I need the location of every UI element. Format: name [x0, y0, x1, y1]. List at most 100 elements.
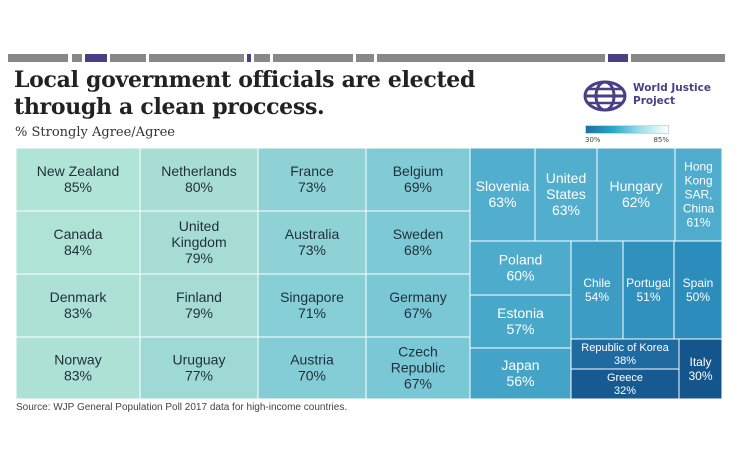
treemap-label-denmark: Denmark 83%: [50, 289, 108, 321]
treemap-rect-belgium: [365, 148, 471, 212]
treemap-label-slovenia: Slovenia 63%: [476, 178, 530, 210]
treemap-value-germany: 67%: [404, 305, 432, 321]
treemap-value-spain: 50%: [686, 290, 710, 304]
treemap-label-sweden: Sweden 68%: [393, 226, 444, 258]
logo-text: World Justice Project: [633, 82, 711, 107]
treemap-label-greece: Greece 32%: [607, 372, 643, 397]
treemap-label-czech-republic: Czech Republic 67%: [391, 343, 445, 391]
treemap-rect-greece: [570, 368, 680, 399]
treemap-value-canada: 84%: [64, 242, 92, 258]
treemap-label-italy: Italy 30%: [688, 355, 712, 383]
treemap-label-japan: Japan 56%: [501, 357, 539, 389]
treemap-value-united-states: 63%: [552, 202, 580, 218]
treemap-cell-canada: Canada 84%: [16, 210, 141, 275]
treemap-label-germany: Germany 67%: [389, 289, 447, 321]
treemap-value-austria: 70%: [298, 367, 326, 383]
treemap-label-austria: Austria 70%: [290, 351, 334, 383]
treemap-cell-belgium: Belgium 69%: [365, 148, 471, 212]
treemap-cell-hungary: Hungary 62%: [596, 148, 676, 242]
treemap-label-united-kingdom: United Kingdom 79%: [171, 218, 226, 266]
treemap-cell-france: France 73%: [257, 148, 367, 212]
treemap-label-uruguay: Uruguay 77%: [173, 351, 226, 383]
treemap-cell-new-zealand: New Zealand 85%: [16, 148, 141, 212]
treemap-value-czech-republic: 67%: [404, 375, 432, 391]
treemap-label-france: France 73%: [290, 163, 334, 195]
treemap-rect-austria: [257, 336, 367, 399]
treemap-value-singapore: 71%: [298, 305, 326, 321]
treemap-label-hungary: Hungary 62%: [610, 178, 663, 210]
treemap-cell-czech-republic: Czech Republic 67%: [365, 336, 471, 399]
treemap-value-france: 73%: [298, 179, 326, 195]
treemap-cell-portugal: Portugal 51%: [622, 240, 675, 340]
treemap-value-poland: 60%: [506, 267, 534, 283]
treemap-cell-singapore: Singapore 71%: [257, 273, 367, 338]
treemap-label-poland: Poland 60%: [499, 251, 543, 283]
treemap-value-hungary: 62%: [622, 194, 650, 210]
treemap-value-finland: 79%: [185, 305, 213, 321]
treemap-value-hong-kong-sar-china: 61%: [686, 215, 710, 229]
treemap-label-canada: Canada 84%: [53, 226, 102, 258]
treemap-cell-sweden: Sweden 68%: [365, 210, 471, 275]
treemap-rect-hong-kong-sar-china: [674, 148, 722, 242]
treemap-rect-sweden: [365, 210, 471, 275]
treemap-cell-uruguay: Uruguay 77%: [139, 336, 259, 399]
treemap-chart: New Zealand 85% Canada 84% Denmark 83% Norway 8…: [16, 148, 722, 399]
treemap-value-italy: 30%: [688, 369, 712, 383]
treemap-label-portugal: Portugal 51%: [626, 276, 671, 304]
treemap-cell-hong-kong-sar-china: Hong Kong SAR, China 61%: [674, 148, 722, 242]
treemap-value-denmark: 83%: [64, 305, 92, 321]
treemap-value-portugal: 51%: [636, 290, 660, 304]
treemap-rect-france: [257, 148, 367, 212]
chart-subtitle: % Strongly Agree/Agree: [15, 125, 175, 140]
wjp-logo: World Justice Project: [583, 80, 723, 112]
treemap-cell-norway: Norway 83%: [16, 336, 141, 399]
treemap-cell-greece: Greece 32%: [570, 368, 680, 399]
treemap-rect-singapore: [257, 273, 367, 338]
treemap-rect-czech-republic: [365, 336, 471, 399]
treemap-cell-republic-of-korea: Republic of Korea 38%: [570, 338, 680, 370]
treemap-value-chile: 54%: [585, 290, 609, 304]
treemap-rect-canada: [16, 210, 141, 275]
treemap-rect-japan: [469, 347, 572, 399]
treemap-label-netherlands: Netherlands 80%: [161, 163, 237, 195]
treemap-value-japan: 56%: [506, 373, 534, 389]
treemap-cell-japan: Japan 56%: [469, 347, 572, 399]
treemap-cell-austria: Austria 70%: [257, 336, 367, 399]
treemap-label-finland: Finland 79%: [176, 289, 222, 321]
treemap-label-hong-kong-sar-china: Hong Kong SAR, China 61%: [683, 159, 715, 229]
treemap-value-norway: 83%: [64, 367, 92, 383]
treemap-rect-new-zealand: [16, 148, 141, 212]
legend-max-label: 85%: [653, 136, 669, 144]
treemap-value-greece: 32%: [614, 385, 636, 397]
treemap-label-united-states: United States 63%: [546, 170, 586, 218]
treemap-label-republic-of-korea: Republic of Korea 38%: [581, 342, 669, 367]
treemap-value-republic-of-korea: 38%: [614, 355, 636, 367]
treemap-label-australia: Australia 73%: [285, 226, 340, 258]
treemap-value-netherlands: 80%: [185, 179, 213, 195]
treemap-value-united-kingdom: 79%: [185, 250, 213, 266]
color-legend: 30% 85%: [585, 125, 669, 146]
treemap-value-estonia: 57%: [506, 321, 534, 337]
treemap-value-uruguay: 77%: [185, 367, 213, 383]
globe-icon: [583, 80, 627, 112]
treemap-cell-chile: Chile 54%: [570, 240, 624, 340]
treemap-value-australia: 73%: [298, 242, 326, 258]
treemap-cell-united-states: United States 63%: [534, 148, 598, 242]
source-note: Source: WJP General Population Poll 2017…: [16, 402, 348, 413]
treemap-cell-poland: Poland 60%: [469, 240, 572, 296]
treemap-rect-finland: [139, 273, 259, 338]
treemap-cell-finland: Finland 79%: [139, 273, 259, 338]
treemap-label-norway: Norway 83%: [54, 351, 101, 383]
treemap-label-new-zealand: New Zealand 85%: [37, 163, 120, 195]
treemap-cell-denmark: Denmark 83%: [16, 273, 141, 338]
treemap-label-spain: Spain 50%: [683, 276, 714, 304]
treemap-value-sweden: 68%: [404, 242, 432, 258]
treemap-value-new-zealand: 85%: [64, 179, 92, 195]
legend-min-label: 30%: [585, 136, 601, 144]
treemap-cell-slovenia: Slovenia 63%: [469, 148, 536, 242]
chart-title: Local government officials are elected t…: [14, 67, 476, 120]
treemap-value-slovenia: 63%: [488, 194, 516, 210]
treemap-rect-italy: [678, 338, 722, 399]
treemap-rect-uruguay: [139, 336, 259, 399]
treemap-label-estonia: Estonia 57%: [497, 305, 544, 337]
